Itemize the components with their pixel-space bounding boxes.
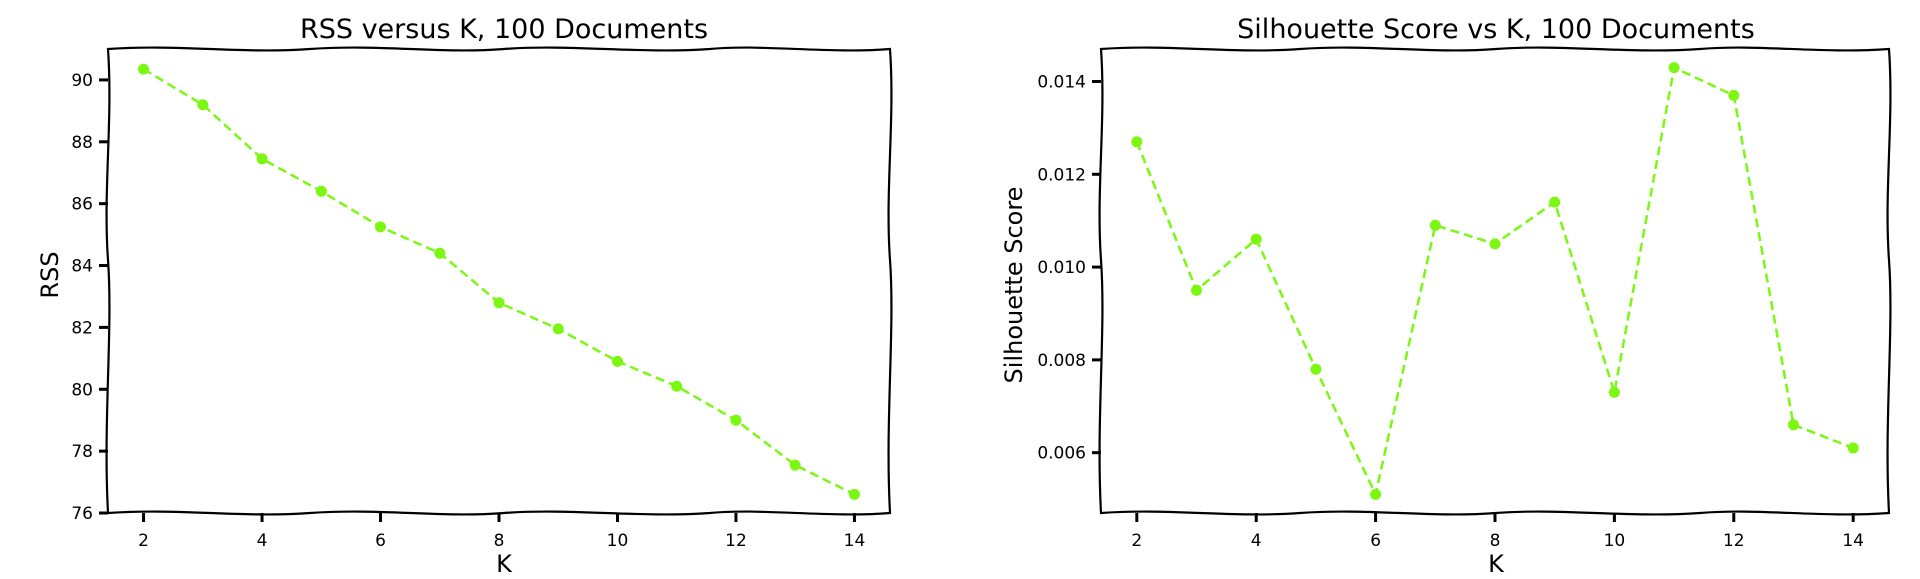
silhouette-data-point	[1191, 284, 1202, 296]
silhouette-chart-title: Silhouette Score vs K, 100 Documents	[1237, 14, 1755, 45]
rss-xtick-label: 6	[375, 531, 386, 551]
silhouette-chart: Silhouette Score vs K, 100 Documents K S…	[1000, 14, 1892, 578]
rss-data-point	[671, 380, 683, 392]
silhouette-data-point	[1549, 196, 1561, 208]
rss-data-point	[197, 99, 209, 111]
rss-xtick-label: 12	[725, 531, 747, 551]
silhouette-data-point	[1370, 488, 1382, 500]
silhouette-xtick-label: 6	[1370, 531, 1381, 551]
silhouette-chart-ylabel: Silhouette Score	[1000, 187, 1028, 384]
silhouette-ytick-label: 0.006	[1037, 444, 1086, 464]
silhouette-xtick-label: 4	[1251, 531, 1262, 551]
silhouette-data-point	[1668, 62, 1680, 74]
silhouette-data-point	[1429, 219, 1441, 231]
rss-ytick-label: 88	[71, 133, 93, 153]
rss-data-point	[493, 297, 505, 309]
rss-data-point	[552, 323, 564, 335]
rss-data-point	[612, 355, 623, 367]
rss-chart-title: RSS versus K, 100 Documents	[300, 14, 708, 45]
rss-chart-xlabel: K	[496, 550, 513, 578]
silhouette-data-point	[1788, 419, 1799, 431]
rss-xtick-label: 2	[138, 531, 149, 551]
rss-data-point	[730, 414, 742, 426]
rss-ytick-label: 82	[71, 318, 93, 338]
rss-chart-frame	[105, 46, 893, 516]
silhouette-data-point	[1310, 363, 1322, 375]
silhouette-xtick-label: 8	[1490, 531, 1501, 551]
silhouette-xtick-label: 12	[1723, 531, 1745, 551]
rss-data-point	[375, 221, 386, 233]
silhouette-ytick-label: 0.008	[1037, 351, 1086, 371]
rss-series-line	[142, 68, 856, 496]
silhouette-ytick-label: 0.010	[1037, 258, 1086, 278]
rss-data-point	[256, 153, 268, 165]
silhouette-data-point	[1489, 238, 1501, 250]
silhouette-chart-frame	[1098, 46, 1892, 516]
silhouette-xtick-label: 2	[1131, 531, 1142, 551]
rss-ytick-label: 86	[71, 195, 93, 215]
silhouette-xtick-label: 10	[1604, 531, 1626, 551]
rss-xtick-label: 14	[844, 531, 866, 551]
rss-data-point	[849, 488, 860, 500]
silhouette-data-point	[1608, 386, 1620, 398]
rss-xtick-label: 10	[607, 531, 629, 551]
rss-chart: RSS versus K, 100 Documents K RSS 2 4 6 8 10…	[36, 14, 893, 578]
rss-ytick-label: 76	[71, 504, 93, 524]
silhouette-data-point	[1131, 136, 1143, 148]
silhouette-data-point	[1250, 233, 1262, 245]
rss-xtick-label: 8	[494, 531, 505, 551]
rss-data-point	[138, 63, 149, 75]
silhouette-chart-xlabel: K	[1488, 550, 1505, 578]
rss-ytick-label: 90	[71, 71, 93, 91]
silhouette-xtick-label: 14	[1842, 531, 1864, 551]
rss-ytick-label: 84	[71, 257, 93, 277]
silhouette-series-line	[1135, 65, 1854, 499]
rss-data-point	[434, 247, 446, 259]
rss-data-point	[789, 459, 801, 471]
rss-ytick-label: 80	[71, 380, 93, 400]
rss-ytick-label: 78	[71, 442, 93, 462]
silhouette-ytick-label: 0.012	[1037, 165, 1086, 185]
silhouette-ytick-label: 0.014	[1037, 72, 1086, 92]
rss-xtick-label: 4	[257, 531, 268, 551]
rss-chart-ylabel: RSS	[36, 251, 64, 298]
silhouette-data-point	[1728, 89, 1740, 101]
rss-data-point	[315, 185, 327, 197]
silhouette-data-point	[1847, 442, 1859, 454]
